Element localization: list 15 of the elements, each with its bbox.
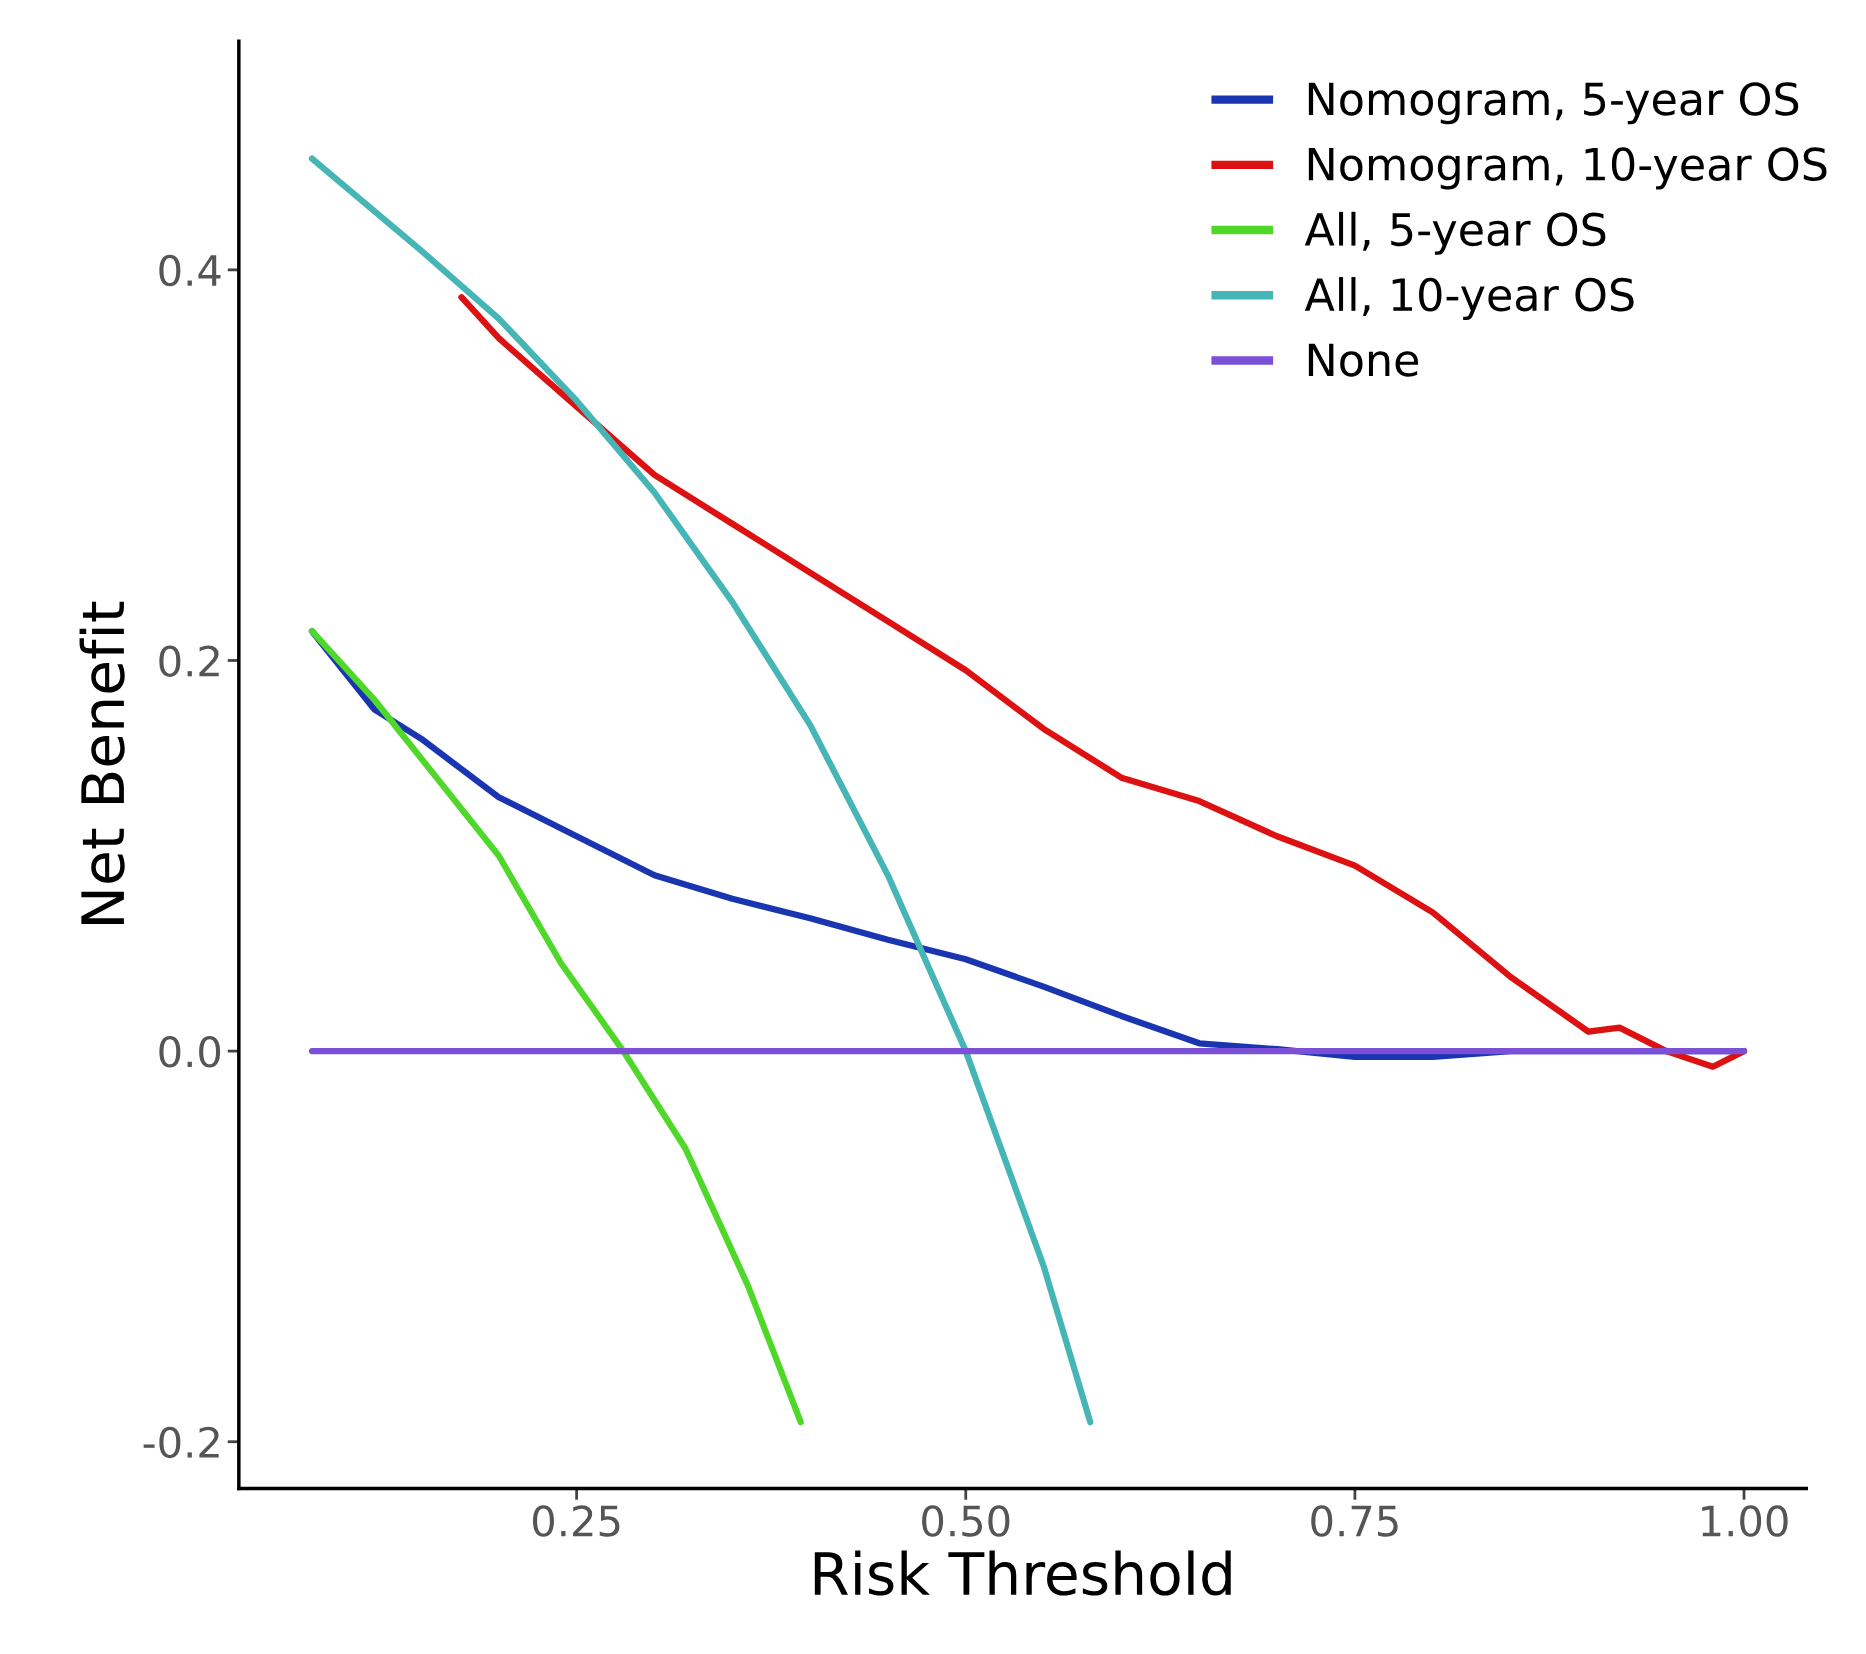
legend-label: All, 10-year OS — [1304, 277, 1634, 321]
legend-label: None — [1308, 343, 1419, 377]
x-tick-label: 0.50 — [922, 1505, 1010, 1537]
x-tick-label: 1.00 — [1702, 1505, 1788, 1537]
y-axis-title: Net Benefit — [79, 601, 125, 924]
legend-label: Nomogram, 10-year OS — [1308, 147, 1827, 190]
y-tick-label: 0.4 — [159, 254, 221, 287]
legend-label: All, 5-year OS — [1304, 211, 1606, 255]
x-axis-title: Risk Threshold — [814, 1550, 1231, 1596]
x-tick-label: 0.25 — [532, 1505, 620, 1537]
y-tick-label: -0.2 — [143, 1426, 219, 1459]
x-tick-label: 0.75 — [1311, 1505, 1398, 1537]
y-tick-label: 0.0 — [159, 1036, 221, 1068]
legend-label: Nomogram, 5-year OS — [1308, 82, 1799, 125]
y-tick-label: 0.2 — [159, 645, 219, 677]
